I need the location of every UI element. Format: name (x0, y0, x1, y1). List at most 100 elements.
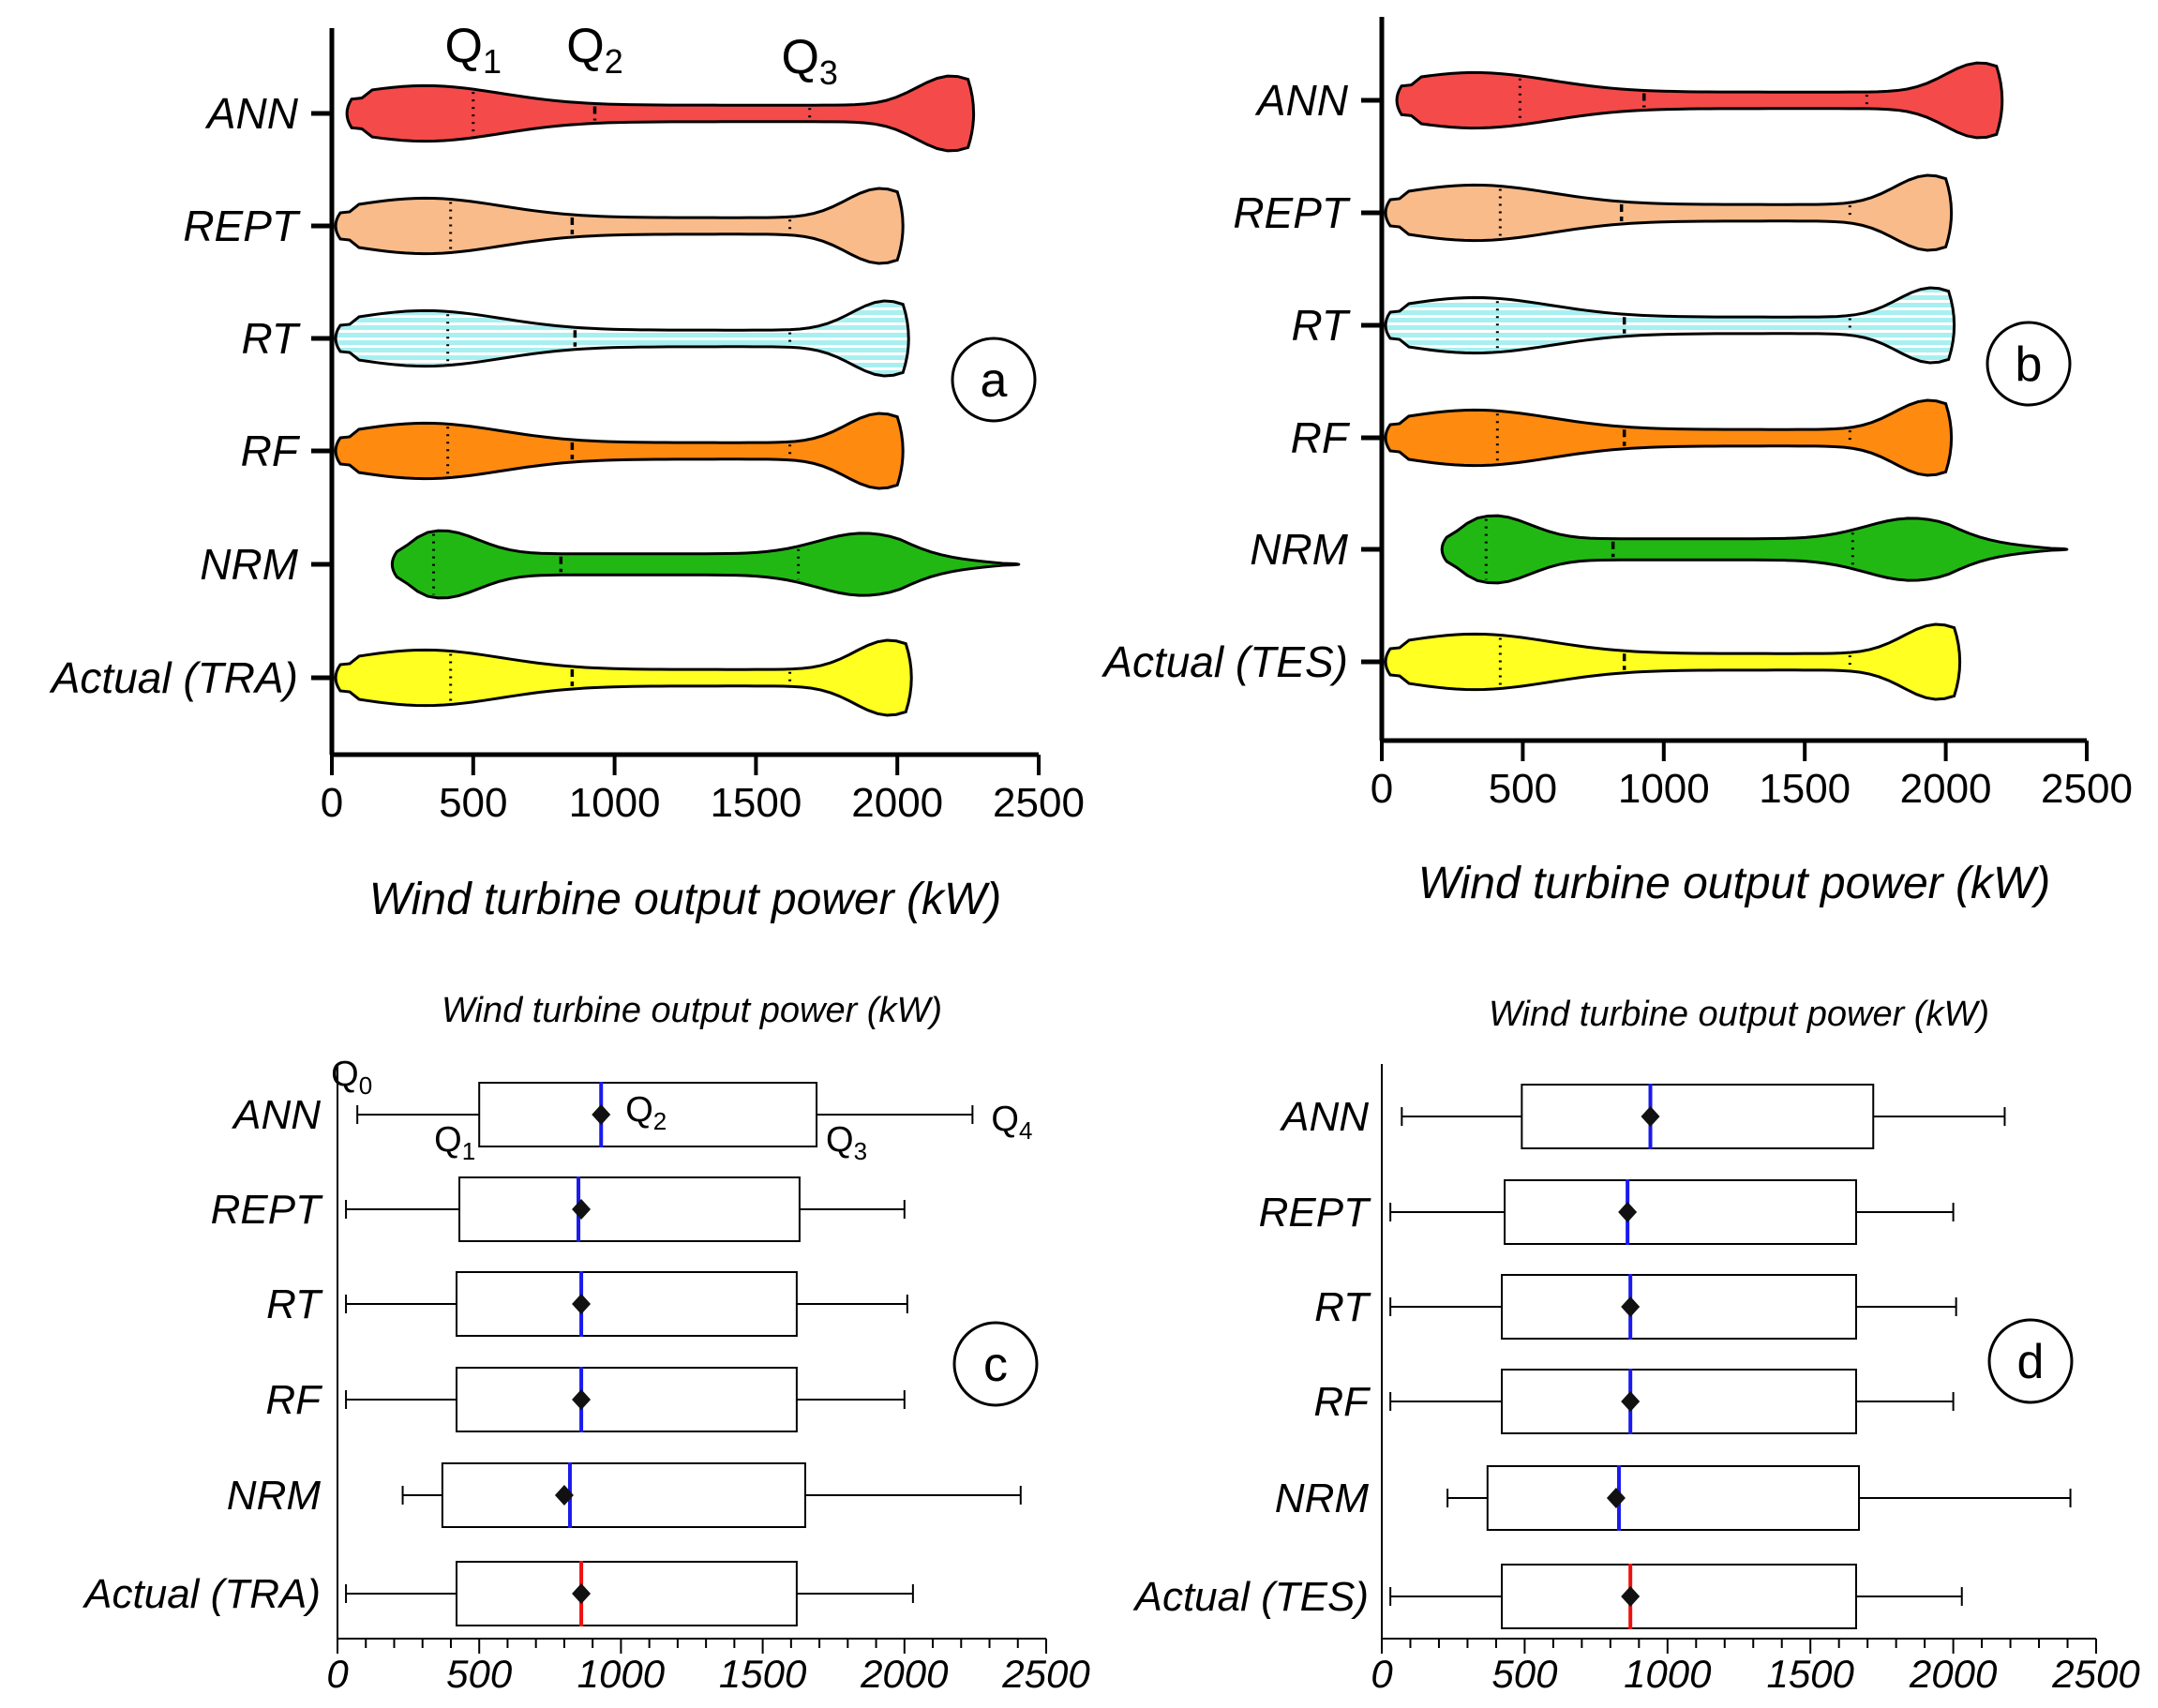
panel-c-box-chart: Wind turbine output power (kW) ANN REPT RT R… (82, 991, 1090, 1696)
category-label: NRM (1250, 525, 1348, 574)
category-label: NRM (227, 1473, 322, 1519)
category-label: RF (1313, 1379, 1371, 1425)
box-rt (456, 1271, 798, 1337)
violin-rt (1384, 286, 1956, 365)
x-tick-label: 500 (1489, 766, 1557, 812)
annotation-q4: Q4 (991, 1100, 1032, 1145)
x-tick-label: 2000 (851, 780, 943, 826)
violin-ann (345, 74, 976, 153)
x-tick-label: 1000 (577, 1652, 666, 1696)
category-label: REPT (1259, 1190, 1371, 1236)
box-rt (1501, 1274, 1857, 1340)
x-tick-label: 500 (439, 780, 507, 826)
x-tick-label: 1500 (710, 780, 802, 826)
violin-rf (1384, 398, 1954, 477)
category-label: Actual (TRA) (49, 653, 298, 702)
x-tick-label: 0 (326, 1652, 349, 1696)
category-label: RT (1292, 301, 1351, 350)
category-label: REPT (183, 202, 301, 250)
violin-rept (1384, 173, 1954, 252)
box-rept (458, 1176, 801, 1242)
x-tick-label: 1500 (719, 1652, 807, 1696)
panel-label-circle (1986, 321, 2072, 407)
x-tick-label: 0 (1371, 1652, 1393, 1696)
annotation-q1: Q1 (434, 1120, 475, 1165)
box-actual-tra- (456, 1561, 798, 1626)
chart-title: Wind turbine output power (kW) (442, 991, 942, 1030)
x-axis-label: Wind turbine output power (kW) (1418, 859, 2051, 908)
violin-rt (334, 299, 910, 378)
mean-marker-nrm (1606, 1488, 1626, 1508)
x-tick-label: 1000 (569, 780, 661, 826)
x-tick-label: 2500 (2051, 1652, 2140, 1696)
annotation-q0: Q0 (331, 1055, 372, 1100)
category-label: ANN (231, 1092, 321, 1138)
panel-label: a (981, 353, 1008, 408)
x-tick-label: 2500 (2041, 766, 2133, 812)
category-label: RF (1291, 413, 1351, 462)
x-tick-label: 2500 (993, 780, 1085, 826)
category-label: Actual (TRA) (82, 1571, 321, 1617)
mean-marker-actual-tra- (572, 1583, 592, 1604)
mean-marker-rept (572, 1199, 592, 1220)
mean-marker-ann (592, 1104, 611, 1125)
violin-actual-tra- (334, 638, 913, 717)
panel-d-box-chart: Wind turbine output power (kW) ANN REPT RT R… (1132, 995, 2141, 1696)
category-label: ANN (204, 89, 299, 138)
x-tick-label: 2000 (1900, 766, 1992, 812)
category-label: ANN (1254, 76, 1349, 125)
panel-label-circle (1987, 1318, 2074, 1404)
x-tick-label: 0 (1371, 766, 1393, 812)
panel-a-violin-chart: ANN REPT RT RF NRM Actual (TRA) 0 500 1000 1500 20… (49, 19, 1085, 924)
mean-marker-actual-tes- (1621, 1586, 1641, 1607)
panel-label: c (983, 1338, 1008, 1392)
violin-nrm (1440, 514, 2069, 585)
annotation-q2: Q2 (625, 1090, 667, 1135)
box-nrm (441, 1462, 806, 1528)
x-tick-label: 1000 (1618, 766, 1710, 812)
panel-label-circle (952, 1321, 1039, 1407)
mean-marker-rept (1618, 1202, 1638, 1222)
violin-actual-tes- (1384, 622, 1962, 701)
chart-title: Wind turbine output power (kW) (1489, 995, 1989, 1034)
x-tick-label: 1500 (1759, 766, 1851, 812)
box-rf (1501, 1369, 1857, 1434)
category-label: RT (266, 1281, 323, 1327)
mean-marker-rf (1621, 1391, 1641, 1412)
box-actual-tes- (1501, 1564, 1857, 1629)
panel-label: d (2017, 1335, 2045, 1389)
mean-marker-ann (1641, 1106, 1660, 1127)
box-ann (478, 1082, 818, 1147)
x-tick-label: 0 (321, 780, 343, 826)
category-label: REPT (1233, 188, 1351, 237)
violin-rf (334, 412, 905, 490)
mean-marker-rt (572, 1294, 592, 1314)
box-nrm (1486, 1465, 1861, 1531)
panel-b-violin-chart: ANN REPT RT RF NRM Actual (TES) 0 500 1000 1500 20… (1101, 17, 2133, 908)
violin-ann (1395, 61, 2004, 140)
box-ann (1521, 1084, 1875, 1149)
category-label: RF (241, 427, 301, 475)
category-label: NRM (200, 540, 298, 589)
mean-marker-rt (1621, 1296, 1641, 1317)
category-label: Actual (TES) (1101, 637, 1348, 686)
mean-marker-nrm (554, 1485, 574, 1506)
x-tick-label: 2500 (1001, 1652, 1090, 1696)
category-label: Actual (TES) (1132, 1574, 1369, 1620)
panel-label: b (2016, 337, 2043, 392)
x-axis-label: Wind turbine output power (kW) (369, 875, 1002, 924)
quartile-annotation-q1: Q1 (445, 19, 502, 81)
x-tick-label: 500 (446, 1652, 513, 1696)
violin-rept (334, 187, 905, 265)
mean-marker-rf (572, 1389, 592, 1410)
category-label: RF (265, 1377, 322, 1423)
quartile-annotation-q2: Q2 (566, 19, 622, 81)
box-rept (1504, 1179, 1857, 1245)
category-label: RT (242, 314, 301, 363)
panel-label-circle (951, 337, 1037, 423)
x-tick-label: 1000 (1624, 1652, 1712, 1696)
x-tick-label: 2000 (1909, 1652, 1998, 1696)
category-label: REPT (211, 1187, 323, 1233)
annotation-q3: Q3 (826, 1120, 867, 1165)
